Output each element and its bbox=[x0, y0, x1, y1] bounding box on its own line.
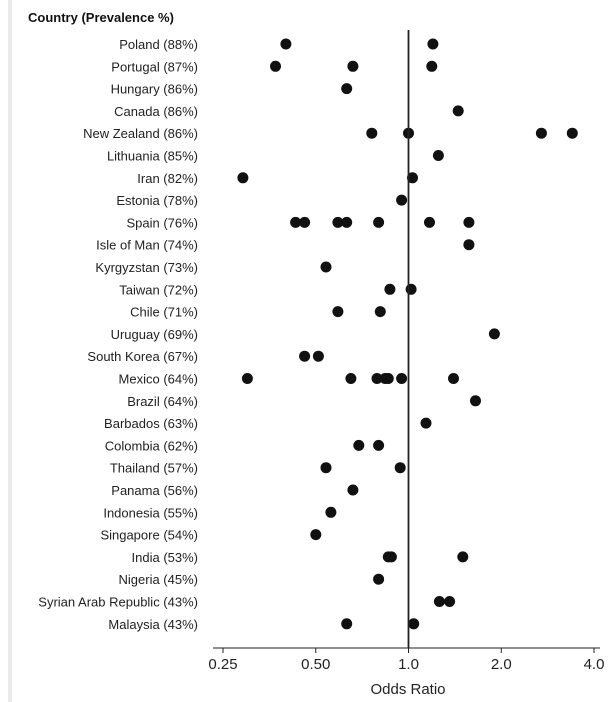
category-label: Isle of Man (74%) bbox=[96, 238, 198, 253]
data-point bbox=[270, 60, 281, 72]
data-point bbox=[320, 261, 332, 273]
data-point bbox=[325, 506, 337, 518]
data-point bbox=[457, 551, 469, 563]
data-point bbox=[373, 439, 385, 451]
data-point bbox=[366, 127, 378, 139]
data-point bbox=[396, 194, 408, 206]
category-label: Nigeria (45%) bbox=[119, 572, 198, 587]
data-point bbox=[488, 328, 500, 340]
data-point bbox=[408, 618, 420, 630]
data-point bbox=[347, 60, 359, 72]
x-axis-ticks: 0.25 0.50 1.0 2.0 4.0 bbox=[208, 648, 604, 673]
category-label: Hungary (86%) bbox=[111, 82, 198, 97]
data-point bbox=[566, 127, 578, 139]
category-label: Syrian Arab Republic (43%) bbox=[38, 595, 198, 610]
data-point bbox=[427, 38, 439, 50]
data-point bbox=[241, 373, 253, 384]
data-point bbox=[420, 417, 432, 429]
data-point bbox=[353, 439, 365, 451]
x-tick-label: 1.0 bbox=[398, 656, 419, 673]
data-point bbox=[320, 462, 332, 474]
data-point bbox=[341, 618, 353, 630]
data-point bbox=[396, 373, 408, 384]
category-label: Spain (76%) bbox=[126, 215, 198, 230]
category-label: Singapore (54%) bbox=[100, 528, 198, 543]
category-label: Barbados (63%) bbox=[104, 416, 198, 431]
data-point bbox=[345, 373, 357, 384]
data-point bbox=[452, 105, 464, 117]
category-label: New Zealand (86%) bbox=[83, 126, 198, 141]
x-tick-label: 0.50 bbox=[301, 656, 330, 673]
category-label: Mexico (64%) bbox=[119, 372, 198, 387]
category-label: Chile (71%) bbox=[130, 305, 198, 320]
x-tick-label: 4.0 bbox=[584, 656, 605, 673]
category-label: Indonesia (55%) bbox=[103, 505, 198, 520]
data-point bbox=[433, 596, 445, 607]
data-point bbox=[299, 216, 311, 228]
data-point bbox=[237, 172, 249, 184]
data-point bbox=[310, 529, 322, 541]
data-point bbox=[332, 306, 344, 318]
data-point bbox=[374, 306, 386, 318]
data-point bbox=[371, 373, 383, 384]
category-label: Taiwan (72%) bbox=[119, 282, 198, 297]
data-point bbox=[373, 216, 385, 228]
data-point bbox=[341, 83, 353, 95]
category-label: Estonia (78%) bbox=[116, 193, 198, 208]
data-point bbox=[535, 127, 547, 139]
data-point bbox=[407, 172, 418, 184]
category-label: Lithuania (85%) bbox=[107, 149, 198, 164]
x-tick-label: 0.25 bbox=[208, 656, 237, 673]
data-point bbox=[290, 216, 302, 228]
category-label: Brazil (64%) bbox=[127, 394, 198, 409]
data-point bbox=[426, 60, 438, 72]
category-label: Colombia (62%) bbox=[105, 438, 198, 453]
category-label: Portugal (87%) bbox=[111, 59, 198, 74]
data-point bbox=[463, 216, 475, 228]
data-point bbox=[373, 573, 385, 585]
data-point bbox=[424, 216, 435, 228]
data-point bbox=[382, 373, 394, 384]
chart-title: Country (Prevalence %) bbox=[28, 10, 174, 25]
category-label: Thailand (57%) bbox=[110, 461, 198, 476]
country-labels: Poland (88%) Portugal (87%) Hungary (86%) C… bbox=[38, 37, 198, 632]
data-points bbox=[237, 38, 578, 630]
category-label: Canada (86%) bbox=[114, 104, 198, 119]
data-point bbox=[470, 395, 481, 407]
data-point bbox=[385, 551, 397, 563]
category-label: Malaysia (43%) bbox=[108, 617, 198, 632]
category-label: Uruguay (69%) bbox=[111, 327, 198, 342]
category-label: Kyrgyzstan (73%) bbox=[95, 260, 198, 275]
category-label: Poland (88%) bbox=[119, 37, 198, 52]
data-point bbox=[394, 462, 406, 474]
data-point bbox=[347, 484, 359, 496]
data-point bbox=[299, 350, 311, 362]
data-point bbox=[405, 283, 417, 295]
data-point bbox=[332, 216, 344, 228]
data-point bbox=[384, 283, 396, 295]
data-point bbox=[432, 150, 444, 161]
data-point bbox=[444, 596, 456, 607]
data-point bbox=[448, 373, 459, 384]
data-point bbox=[341, 216, 353, 228]
left-border bbox=[8, 0, 12, 702]
data-point bbox=[280, 38, 292, 50]
x-tick-label: 2.0 bbox=[491, 656, 512, 673]
category-label: Iran (82%) bbox=[137, 171, 198, 186]
x-axis-label: Odds Ratio bbox=[370, 681, 445, 698]
category-label: Panama (56%) bbox=[111, 483, 198, 498]
data-point bbox=[463, 239, 475, 251]
category-label: India (53%) bbox=[132, 550, 198, 565]
data-point bbox=[312, 350, 324, 362]
category-label: South Korea (67%) bbox=[87, 349, 198, 364]
